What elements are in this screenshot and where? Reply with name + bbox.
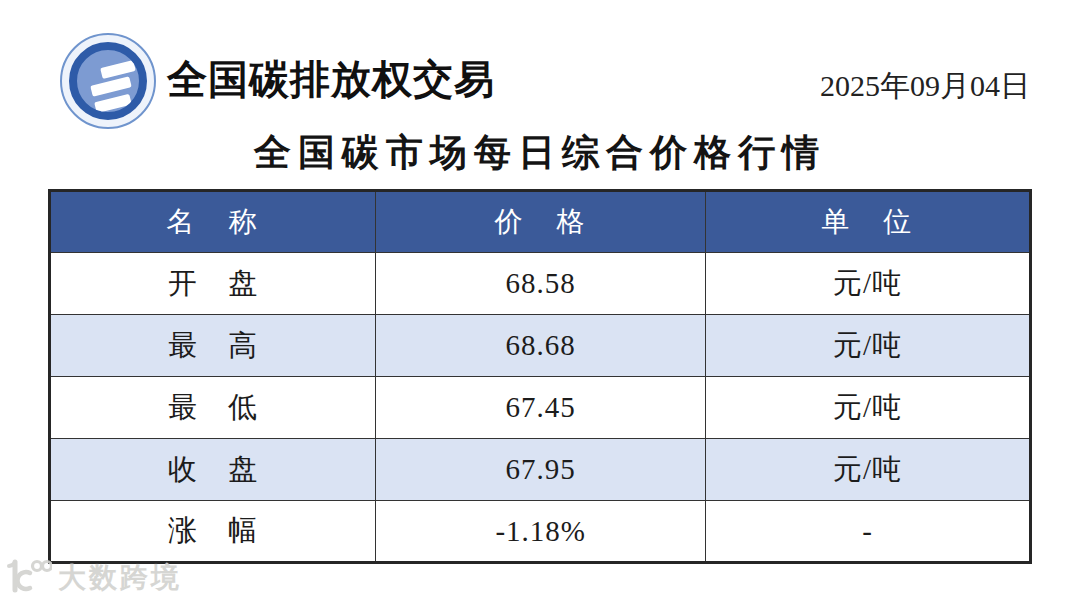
watermark-text: 大数跨境 [58, 559, 182, 597]
watermark: 大数跨境 [6, 558, 182, 598]
header: 全国碳排放权交易 2025年09月04日 [0, 0, 1080, 135]
table-row-change: 涨 幅 -1.18% - [50, 501, 1031, 563]
cell-price: 67.45 [376, 377, 706, 439]
carbon-exchange-logo-icon [60, 33, 156, 129]
cell-price: 67.95 [376, 439, 706, 501]
logo-ring [69, 42, 147, 120]
logo-bar [100, 60, 136, 79]
cell-price: -1.18% [376, 501, 706, 563]
table-row-open: 开 盘 68.58 元/吨 [50, 253, 1031, 315]
brand-title: 全国碳排放权交易 [167, 52, 495, 107]
cell-name: 最 低 [50, 377, 376, 439]
cell-unit: 元/吨 [706, 439, 1031, 501]
header-cell-unit: 单 位 [706, 191, 1031, 253]
cell-unit: 元/吨 [706, 315, 1031, 377]
logo-bar [94, 94, 132, 113]
cell-name: 开 盘 [50, 253, 376, 315]
page: 全国碳排放权交易 2025年09月04日 全国碳市场每日综合价格行情 名 称 价… [0, 0, 1080, 600]
page-title: 全国碳市场每日综合价格行情 [0, 128, 1080, 178]
table-row-close: 收 盘 67.95 元/吨 [50, 439, 1031, 501]
header-cell-name: 名 称 [50, 191, 376, 253]
watermark-logo-icon [6, 558, 52, 598]
cell-name: 收 盘 [50, 439, 376, 501]
cell-unit: - [706, 501, 1031, 563]
header-cell-price: 价 格 [376, 191, 706, 253]
table-row-low: 最 低 67.45 元/吨 [50, 377, 1031, 439]
cell-unit: 元/吨 [706, 253, 1031, 315]
cell-unit: 元/吨 [706, 377, 1031, 439]
cell-price: 68.58 [376, 253, 706, 315]
table-header-row: 名 称 价 格 单 位 [50, 191, 1031, 253]
cell-name: 涨 幅 [50, 501, 376, 563]
date-label: 2025年09月04日 [820, 66, 1030, 107]
cell-price: 68.68 [376, 315, 706, 377]
cell-name: 最 高 [50, 315, 376, 377]
table-row-high: 最 高 68.68 元/吨 [50, 315, 1031, 377]
price-table: 名 称 价 格 单 位 开 盘 68.58 元/吨 最 高 68.68 元/吨 … [48, 189, 1032, 564]
